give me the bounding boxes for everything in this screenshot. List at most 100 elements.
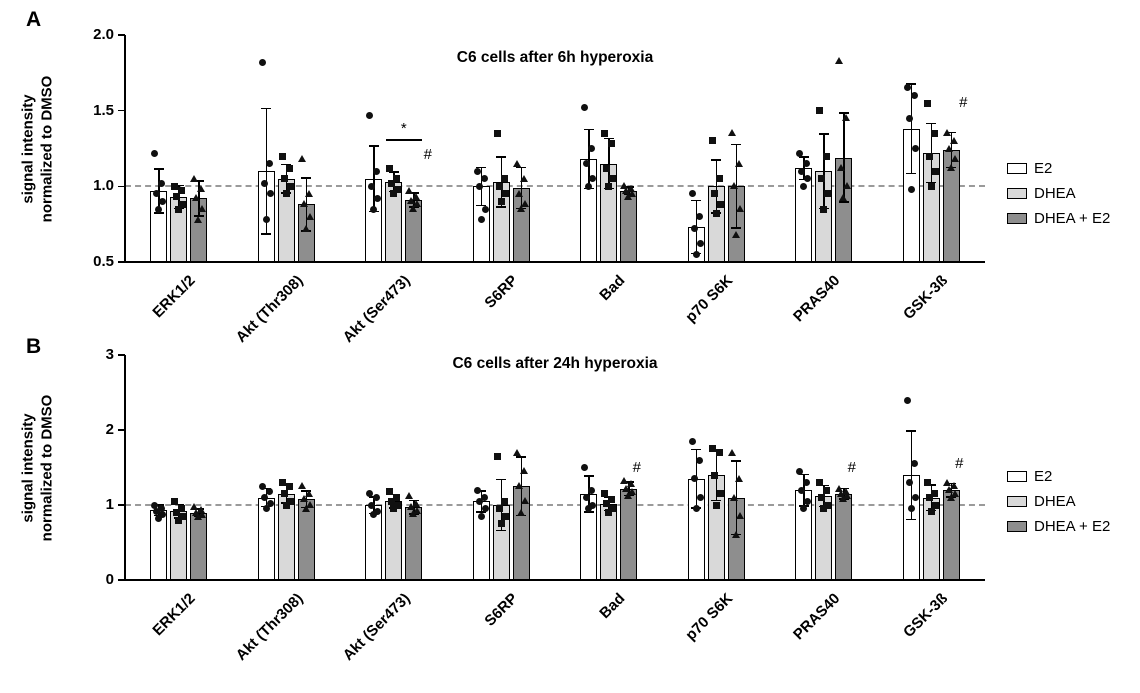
data-point-triangle — [622, 186, 631, 194]
error-bar-cap — [496, 478, 507, 481]
error-bar-cap — [838, 201, 849, 203]
data-point-triangle — [409, 205, 418, 213]
data-point-triangle — [727, 129, 736, 137]
data-point-circle — [695, 213, 703, 221]
error-bar-cap — [173, 184, 184, 187]
data-point-square — [712, 501, 720, 509]
data-point-triangle — [843, 492, 852, 499]
data-point-square — [173, 509, 181, 516]
data-point-circle — [688, 190, 696, 198]
data-point-square — [280, 490, 288, 498]
data-point-square — [495, 505, 503, 513]
legend-swatch — [1007, 521, 1027, 532]
data-point-square — [179, 512, 187, 520]
data-point-square — [823, 152, 831, 160]
data-point-triangle — [622, 484, 631, 492]
bar-DHEAE2 — [620, 190, 638, 262]
error-bar-cap — [946, 131, 957, 134]
error-bar-cap — [476, 204, 487, 206]
chart-title: C6 cells after 6h hyperoxia — [456, 49, 654, 66]
data-point-triangle — [519, 174, 528, 182]
data-point-triangle — [624, 492, 633, 499]
data-point-circle — [583, 160, 591, 168]
data-point-triangle — [516, 205, 525, 213]
y-tick — [118, 504, 125, 506]
data-point-square — [285, 482, 293, 490]
error-bar-cap — [193, 180, 204, 182]
error-bar-cap — [731, 460, 742, 462]
data-point-circle — [153, 507, 161, 515]
data-point-triangle — [627, 185, 636, 193]
data-point-circle — [690, 475, 698, 483]
data-point-circle — [374, 194, 382, 202]
x-category-label: Bad — [596, 272, 629, 305]
bar-DHEA — [385, 501, 403, 580]
legend-label: DHEA — [1034, 185, 1076, 202]
data-point-square — [923, 479, 931, 486]
legend-label: DHEA — [1034, 493, 1076, 510]
data-point-circle — [473, 486, 481, 494]
data-point-square — [393, 175, 401, 183]
data-point-triangle — [942, 478, 951, 486]
error-bar — [500, 478, 502, 532]
error-bar-cap — [906, 518, 917, 520]
data-point-square — [818, 175, 826, 183]
error-bar-cap — [926, 181, 937, 184]
error-bar-cap — [153, 168, 164, 170]
bar-DHEAE2 — [190, 512, 208, 580]
data-point-triangle — [407, 503, 416, 511]
x-category-label: S6RP — [481, 590, 522, 630]
y-tick-label: 2.0 — [93, 26, 114, 43]
significance-hash: # — [955, 454, 964, 472]
error-bar-cap — [711, 159, 722, 161]
data-point-square — [495, 182, 503, 190]
data-point-triangle — [727, 448, 736, 456]
legend-item-DHEA: DHEA — [1007, 185, 1076, 202]
data-point-triangle — [304, 189, 313, 197]
data-point-square — [390, 505, 398, 513]
error-bar-cap — [906, 83, 917, 85]
data-point-triangle — [192, 508, 201, 516]
data-point-square — [493, 129, 501, 137]
data-point-square — [171, 497, 179, 505]
x-axis — [124, 261, 985, 263]
data-point-circle — [158, 505, 166, 513]
reference-line — [125, 504, 985, 506]
data-point-triangle — [729, 182, 738, 190]
y-tick-label: 0.5 — [93, 253, 114, 270]
y-tick — [118, 579, 125, 581]
data-point-circle — [581, 464, 589, 471]
panel-label-a: A — [26, 8, 42, 31]
bar-chart-24h-hyperoxia: # # #3 2 1 0 ERK1/2 Akt (Thr308) Akt (Ser473) S6R… — [0, 335, 1140, 693]
data-point-triangle — [620, 477, 629, 484]
data-point-square — [393, 494, 401, 501]
data-point-circle — [155, 205, 163, 213]
error-bar-cap — [583, 475, 594, 477]
data-point-square — [708, 137, 716, 145]
y-tick — [118, 261, 125, 263]
data-point-triangle — [520, 497, 529, 505]
y-tick — [118, 185, 125, 188]
data-point-triangle — [837, 164, 846, 172]
data-point-square — [715, 175, 723, 183]
data-point-square — [394, 501, 402, 509]
error-bar — [910, 83, 912, 175]
bar-chart-6h-hyperoxia: * # #2.0 1.5 1.0 0.5 ERK1/2 Akt (Thr308) Akt (Se… — [0, 0, 1140, 346]
data-point-triangle — [299, 200, 308, 208]
error-bar — [608, 137, 610, 190]
data-point-square — [608, 495, 616, 503]
data-point-triangle — [624, 192, 633, 200]
legend-swatch — [1007, 188, 1027, 199]
error-bar-cap — [261, 107, 272, 110]
data-point-triangle — [628, 189, 637, 197]
legend-item-E2: E2 — [1007, 468, 1052, 485]
data-point-circle — [910, 92, 918, 100]
error-bar-cap — [516, 166, 527, 169]
data-point-circle — [260, 494, 268, 501]
data-point-triangle — [299, 495, 308, 502]
data-point-triangle — [512, 159, 521, 167]
data-point-circle — [370, 205, 378, 213]
x-category-label: ERK1/2 — [149, 590, 199, 640]
data-point-square — [278, 152, 286, 160]
data-point-triangle — [835, 484, 844, 492]
